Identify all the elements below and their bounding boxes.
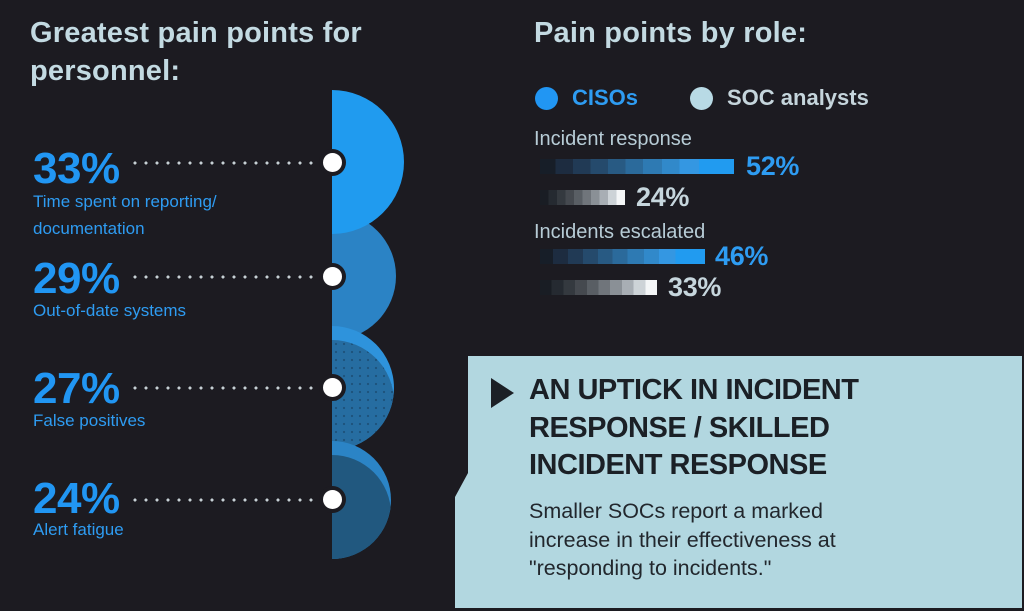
semicircle-33pct bbox=[332, 90, 404, 234]
legend-label-cisos: CISOs bbox=[572, 85, 639, 110]
left-chart-title: Greatest pain points for personnel: bbox=[30, 17, 362, 87]
cisos-legend-dot-icon bbox=[535, 86, 558, 110]
bar-cisos-incident-response bbox=[540, 159, 734, 174]
leader-dots-33 bbox=[133, 161, 323, 165]
semicircle-24pct-body bbox=[332, 455, 391, 559]
bar-soc-incident-response bbox=[540, 190, 625, 205]
callout-body: Smaller SOCs report a marked increase in… bbox=[529, 499, 836, 580]
role-chart-title: Pain points by role: bbox=[534, 17, 808, 49]
pain-point-value: 27% bbox=[33, 364, 120, 413]
bar-group-label: Incident response bbox=[534, 128, 692, 150]
bar-value-label: 46% bbox=[715, 241, 769, 271]
node-dot-24 bbox=[323, 490, 342, 509]
pain-point-label: False positives bbox=[33, 411, 146, 430]
callout-box: AN UPTICK IN INCIDENT RESPONSE / SKILLED… bbox=[455, 356, 1022, 608]
pain-point-label: Alert fatigue bbox=[33, 520, 124, 539]
pain-point-value: 24% bbox=[33, 474, 120, 523]
leader-dots-27 bbox=[133, 386, 323, 390]
node-dot-27 bbox=[323, 378, 342, 397]
leader-dots-29 bbox=[133, 275, 323, 279]
semicircle-27pct-body bbox=[332, 340, 394, 450]
bar-group-label: Incidents escalated bbox=[534, 221, 706, 243]
pain-point-value: 29% bbox=[33, 254, 120, 303]
node-dot-29 bbox=[323, 267, 342, 286]
soc-legend-dot-icon bbox=[690, 86, 713, 110]
bar-value-label: 33% bbox=[668, 272, 722, 302]
bar-value-label: 52% bbox=[746, 151, 800, 181]
bar-value-label: 24% bbox=[636, 182, 690, 212]
leader-dots-24 bbox=[133, 498, 323, 502]
callout-heading: AN UPTICK IN INCIDENT RESPONSE / SKILLED… bbox=[529, 374, 859, 481]
legend-item-soc-analysts: SOC analysts bbox=[690, 85, 869, 111]
legend-label-soc-analysts: SOC analysts bbox=[727, 85, 869, 110]
pain-point-label: Time spent on reporting/ documentation bbox=[33, 192, 217, 238]
bar-soc-incidents-escalated bbox=[540, 280, 657, 295]
play-triangle-icon bbox=[491, 378, 514, 408]
node-dot-33 bbox=[323, 153, 342, 172]
bar-cisos-incidents-escalated bbox=[540, 249, 705, 264]
legend-item-cisos: CISOs bbox=[535, 85, 638, 111]
pain-point-value: 33% bbox=[33, 144, 120, 193]
pain-point-label: Out-of-date systems bbox=[33, 301, 187, 320]
